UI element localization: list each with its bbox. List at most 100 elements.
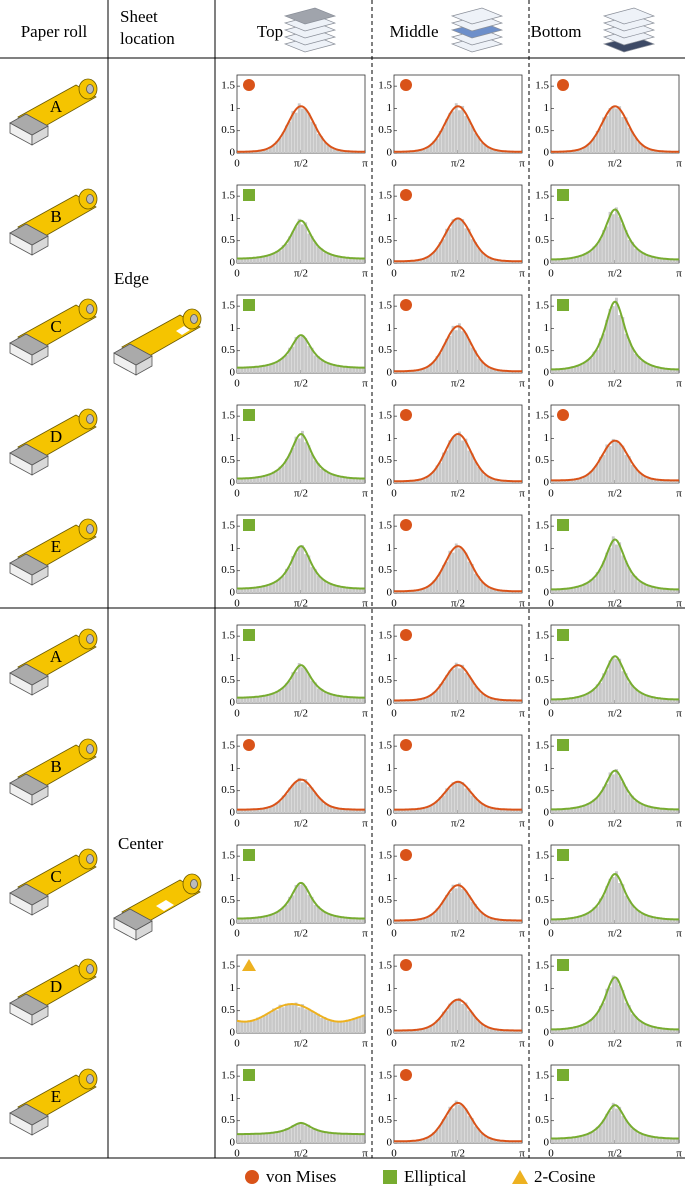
y-tick-label: 0.5: [535, 784, 549, 796]
histogram-bar: [643, 1023, 647, 1033]
panel: 0 0.5 1 1.5 0 π/2 π: [378, 74, 525, 170]
x-tick-label: 0: [234, 818, 240, 830]
histogram-bar: [637, 581, 641, 593]
histogram-bar: [445, 675, 449, 703]
histogram-bar: [422, 1028, 426, 1033]
fit-curve: [236, 334, 366, 369]
histogram-bar: [624, 561, 628, 593]
x-tick-label: π/2: [294, 1038, 308, 1050]
histogram-bar: [307, 555, 311, 593]
histogram-bar: [253, 917, 256, 923]
histogram-bar: [294, 112, 298, 153]
histogram-bar: [410, 260, 413, 263]
histogram-bar: [563, 589, 567, 593]
histogram-bar: [342, 477, 346, 483]
y-tick-label: 1.5: [535, 850, 549, 862]
histogram-bar: [634, 909, 638, 923]
histogram-bar: [490, 1138, 493, 1143]
y-tick-label: 0.5: [221, 234, 235, 246]
histogram-bar: [659, 918, 663, 923]
roll-label: A: [50, 97, 63, 116]
histogram-bar: [608, 1111, 612, 1143]
histogram-bar: [406, 591, 410, 593]
histogram-bar: [650, 256, 654, 263]
histogram-bar: [515, 809, 519, 813]
histogram-bar: [406, 809, 410, 813]
histogram-bar: [262, 366, 266, 373]
histogram-bar: [605, 670, 609, 703]
histogram-bar: [557, 1138, 561, 1143]
histogram-bar: [275, 580, 279, 593]
histogram-bar: [297, 1123, 301, 1143]
panel: 0 0.5 1 1.5 0 π/2 π: [378, 294, 525, 390]
histogram-bar: [570, 808, 574, 813]
histogram-bar: [563, 1138, 567, 1143]
histogram-bar: [345, 258, 349, 263]
y-tick-label: 1: [230, 982, 236, 994]
histogram-bar: [586, 474, 590, 483]
histogram-bar: [429, 1136, 433, 1143]
histogram-bar: [595, 684, 599, 703]
histogram-bar: [554, 809, 558, 813]
histogram-bar: [605, 226, 609, 263]
histogram-bar: [490, 1028, 493, 1033]
histogram-bar: [650, 697, 654, 703]
fit-curve: [394, 664, 522, 702]
histogram-bar: [643, 914, 647, 923]
histogram-bar: [499, 1030, 503, 1033]
histogram-bar: [480, 1133, 484, 1143]
histogram-bar: [650, 586, 654, 593]
histogram-bar: [265, 148, 269, 153]
x-tick-label: π/2: [294, 598, 308, 610]
panel: 0 0.5 1 1.5 0 π/2 π: [221, 954, 368, 1050]
x-tick-label: π: [362, 488, 368, 500]
histogram-bar: [342, 257, 346, 263]
roll-box-top: [9, 333, 49, 356]
histogram-bar: [458, 431, 461, 483]
histogram-bar: [259, 808, 263, 813]
histogram-bar: [490, 697, 493, 703]
histogram-bar: [608, 987, 612, 1033]
histogram-bar: [249, 477, 253, 483]
y-tick-label: 0.5: [535, 1004, 549, 1016]
histogram-bar: [256, 476, 260, 483]
histogram-bar: [490, 588, 493, 593]
y-tick-label: 1: [230, 542, 236, 554]
x-tick-label: π: [362, 708, 368, 720]
panel: 0 0.5 1 1.5 0 π/2 π: [378, 1064, 525, 1160]
histogram-bar: [573, 150, 577, 153]
y-tick-label: 0: [230, 1137, 236, 1149]
histogram-bar: [419, 589, 423, 593]
histogram-bar: [432, 471, 436, 483]
histogram-bar: [659, 1138, 663, 1143]
roll-box-top: [9, 663, 49, 686]
histogram-bar: [345, 809, 349, 813]
histogram-bar: [573, 917, 577, 923]
histogram-bar: [426, 1027, 429, 1033]
histogram-bar: [518, 700, 522, 703]
histogram-bar: [451, 669, 455, 703]
histogram-bar: [451, 219, 455, 263]
histogram-bar: [361, 1134, 365, 1143]
histogram-bar: [285, 1128, 288, 1143]
y-tick-label: 1.5: [221, 850, 235, 862]
histogram-bar: [265, 807, 269, 813]
histogram-bar: [659, 258, 663, 263]
histogram-bar: [499, 590, 503, 593]
y-tick-label: 1.5: [221, 630, 235, 642]
histogram-bar: [602, 561, 606, 593]
histogram-bar: [313, 355, 317, 373]
histogram-bar: [647, 695, 650, 703]
histogram-bar: [278, 801, 282, 813]
histogram-bar: [586, 144, 590, 153]
roll-box-top: [9, 223, 49, 246]
x-tick-label: π/2: [294, 1148, 308, 1160]
histogram-bar: [624, 786, 628, 813]
histogram-bar: [413, 809, 417, 813]
y-tick-label: 0.5: [535, 234, 549, 246]
histogram-bar: [567, 698, 570, 703]
histogram-bar: [624, 333, 628, 373]
x-tick-label: π/2: [608, 818, 622, 830]
histogram-bar: [595, 243, 599, 263]
histogram-bar: [483, 694, 487, 703]
